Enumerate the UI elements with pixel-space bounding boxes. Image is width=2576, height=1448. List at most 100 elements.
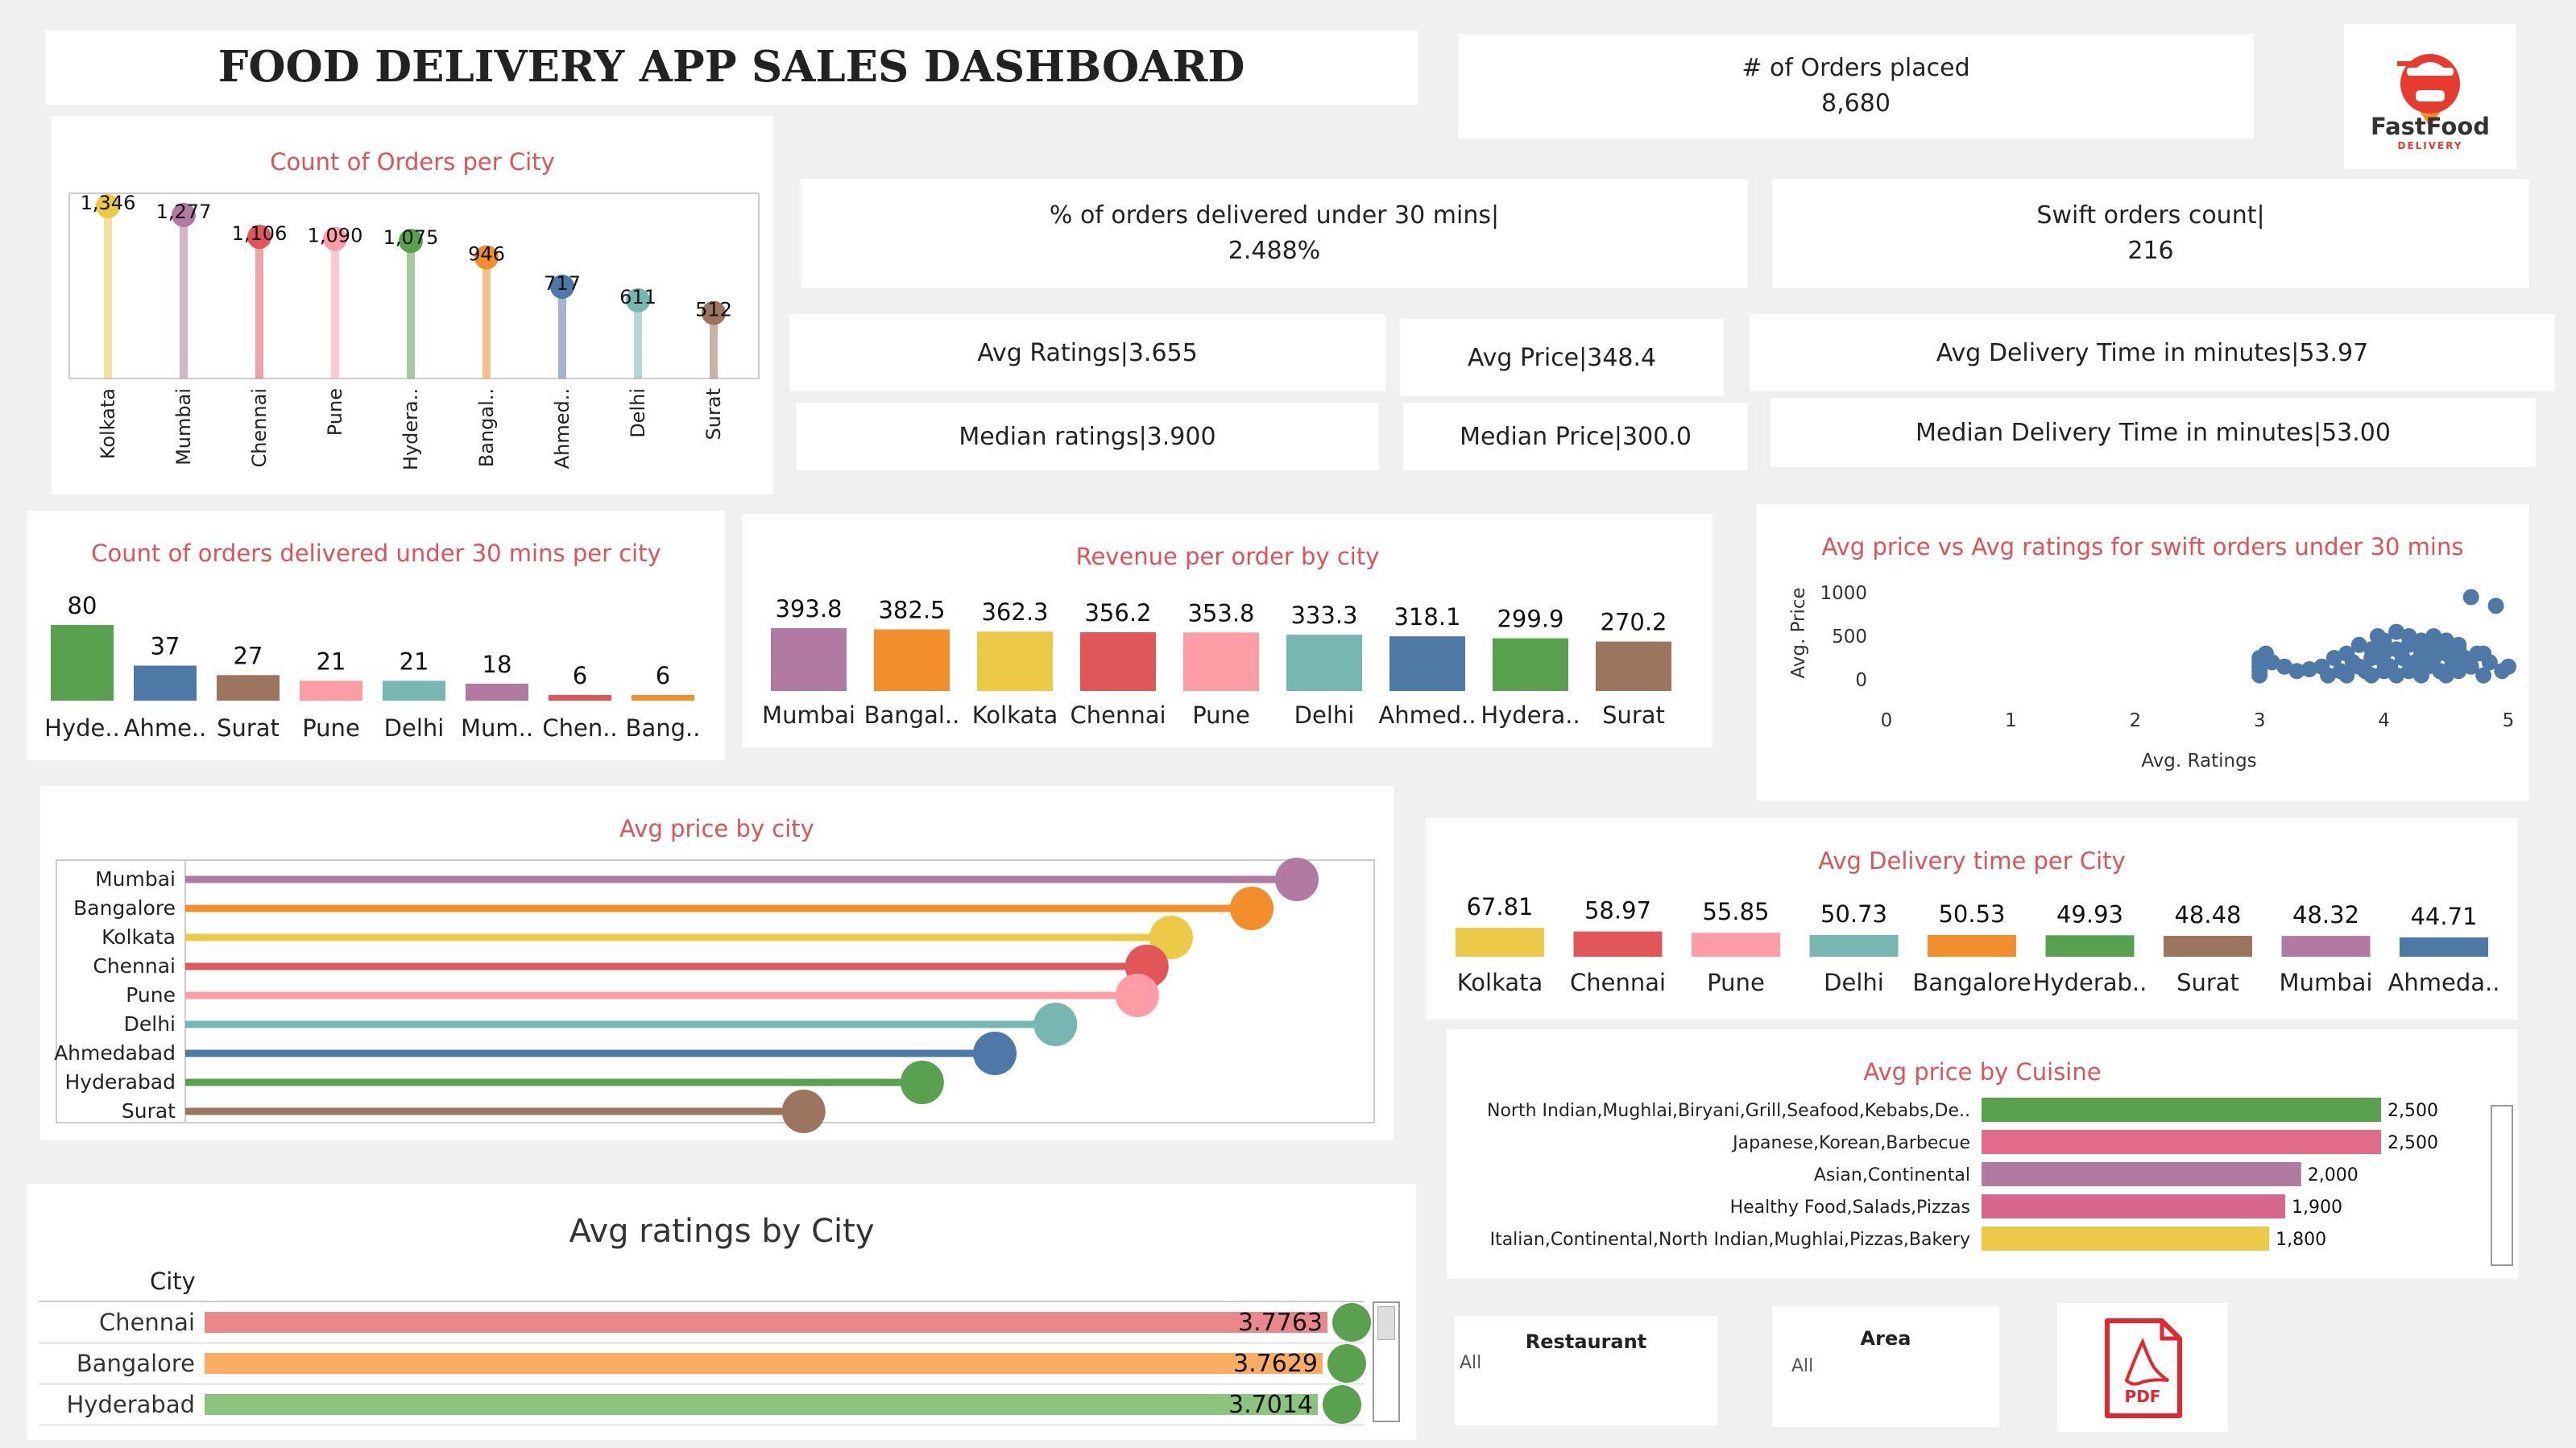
bar <box>1573 931 1663 957</box>
scatter-point <box>2320 667 2337 684</box>
data-label: 1,346 <box>81 192 136 214</box>
scatter-point <box>2338 667 2355 684</box>
x-tick-label: 4 <box>2378 710 2390 731</box>
scatter-point <box>2475 645 2492 662</box>
scatter-point <box>2394 650 2411 666</box>
data-label: 21 <box>400 647 429 675</box>
x-tick-label: Hydera.. <box>1481 701 1580 729</box>
data-label: 1,800 <box>2276 1230 2326 1250</box>
y-tick-label: 500 <box>1832 627 1867 647</box>
x-tick-label: 1 <box>2005 710 2017 731</box>
x-tick-label: Mumbai <box>762 701 855 729</box>
x-tick-label: Pune <box>1192 701 1250 729</box>
bar <box>205 1312 1327 1333</box>
x-tick-label: Bangalore <box>1912 969 2031 996</box>
scatter-point <box>2363 667 2380 684</box>
y-tick-label: Ahmedabad <box>54 1041 176 1065</box>
bar <box>1809 934 1899 957</box>
restaurant-filter-label: Restaurant <box>1525 1330 1647 1353</box>
restaurant-filter[interactable]: Restaurant All <box>1455 1316 1717 1425</box>
data-label: 2,500 <box>2388 1133 2438 1153</box>
kpi-median-delivery: Median Delivery Time in minutes|53.00 <box>1770 398 2536 467</box>
data-label: 1,277 <box>156 201 212 223</box>
ratings-title: Avg ratings by City <box>569 1213 875 1250</box>
bar <box>874 629 950 691</box>
bar <box>1596 641 1671 691</box>
x-tick-label: Pune <box>324 388 346 436</box>
x-tick-label: 5 <box>2503 710 2515 731</box>
x-tick-label: Kolkata <box>972 701 1058 729</box>
data-label: 50.73 <box>1820 900 1887 928</box>
x-tick-label: Mum.. <box>461 714 533 742</box>
x-tick-label: Chennai <box>248 388 271 468</box>
data-label: 6 <box>573 662 587 689</box>
kpi-orders-label: # of Orders placed <box>1741 54 1970 82</box>
y-tick-label: Surat <box>122 1099 176 1123</box>
pdf-export-button[interactable]: PDF <box>2057 1303 2228 1432</box>
bar <box>1982 1098 2381 1122</box>
data-label: 1,106 <box>232 222 288 245</box>
title-panel: FOOD DELIVERY APP SALES DASHBOARD <box>45 31 1418 105</box>
y-tick-label: Japanese,Korean,Barbecue <box>1731 1133 1970 1153</box>
x-tick-label: Surat <box>1602 701 1665 729</box>
data-label: 353.8 <box>1187 599 1254 627</box>
y-tick-label: Chennai <box>99 1309 195 1336</box>
scatter-point <box>2500 658 2516 675</box>
bar <box>300 681 362 701</box>
y-tick-label: Hyderabad <box>67 1391 196 1418</box>
area-filter-value[interactable]: All <box>1791 1356 1814 1376</box>
data-label: 382.5 <box>878 597 945 624</box>
kpi-avg-price-text: Avg Price|348.4 <box>1467 343 1657 372</box>
bar <box>205 1353 1323 1374</box>
scatter-point <box>2350 636 2367 653</box>
scatter-point <box>2412 645 2429 662</box>
avg-price-city-title: Avg price by city <box>619 815 814 842</box>
plot-frame <box>56 859 1375 1123</box>
area-filter[interactable]: Area All <box>1772 1306 1999 1427</box>
under30-chart: 80 Hyde.. 37 Ahme.. 27 Surat 21 Pune 21 Delhi 18 Mu… <box>44 592 701 742</box>
data-label: 2,000 <box>2308 1165 2359 1185</box>
fastfood-logo-icon <box>2397 54 2460 127</box>
lollipop-dot <box>399 229 423 254</box>
bar <box>1928 934 2016 957</box>
scatter-point <box>2412 632 2429 649</box>
logo-sub-text: DELIVERY <box>2397 140 2463 151</box>
ratings-scrollbar[interactable] <box>1373 1301 1400 1422</box>
x-tick-label: Ahmed.. <box>1378 701 1476 729</box>
ratings-column-header: City <box>150 1268 196 1295</box>
lollipop-dot <box>1033 1003 1078 1046</box>
data-label: 48.32 <box>2292 901 2359 929</box>
kpi-orders-placed: # of Orders placed 8,680 <box>1458 34 2254 139</box>
data-label: 270.2 <box>1600 609 1667 636</box>
data-label: 333.3 <box>1290 602 1357 629</box>
kpi-median-price-text: Median Price|300.0 <box>1460 422 1692 451</box>
x-tick-label: Hydera.. <box>400 388 422 470</box>
ratings-scroll-thumb[interactable] <box>1377 1306 1395 1340</box>
scatter-point <box>2425 628 2442 644</box>
data-label: 1,090 <box>308 225 363 247</box>
bar-end-dot <box>1332 1303 1371 1342</box>
scatter-point <box>2487 598 2504 614</box>
kpi-swift-value: 216 <box>2127 237 2174 265</box>
bar-end-dot <box>1323 1385 1361 1424</box>
x-tick-label: Ahmeda.. <box>2388 969 2500 996</box>
data-label: 49.93 <box>2056 900 2123 928</box>
data-label: 1,075 <box>383 226 439 249</box>
lollipop-dot <box>1230 887 1274 930</box>
scatter-point <box>2325 650 2342 666</box>
restaurant-filter-value[interactable]: All <box>1460 1353 1482 1373</box>
lollipop-dot <box>474 245 499 270</box>
bar <box>1493 638 1568 691</box>
kpi-avg-price: Avg Price|348.4 <box>1400 319 1724 396</box>
cuisine-scrollbar[interactable] <box>2491 1105 2513 1266</box>
x-tick-label: Chennai <box>1070 701 1166 729</box>
scatter-point <box>2375 632 2392 649</box>
data-label: 1,900 <box>2292 1198 2342 1218</box>
x-tick-label: Bang.. <box>626 714 701 742</box>
x-tick-label: Delhi <box>627 388 649 438</box>
scatter-point <box>2388 667 2405 684</box>
x-tick-label: 3 <box>2254 710 2266 731</box>
scatter-point <box>2462 589 2479 606</box>
revenue-per-order-panel: Revenue per order by city 393.8 Mumbai 382… <box>743 514 1713 747</box>
kpi-avg-ratings: Avg Ratings|3.655 <box>789 314 1385 391</box>
